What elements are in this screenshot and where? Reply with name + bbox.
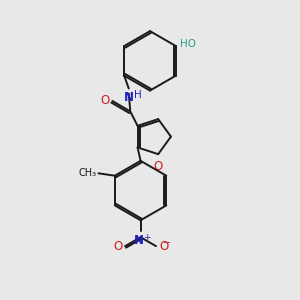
Text: O: O (100, 94, 110, 107)
Text: O: O (154, 160, 163, 172)
Text: CH₃: CH₃ (79, 168, 97, 178)
Text: −: − (163, 238, 171, 248)
Text: O: O (113, 240, 122, 253)
Text: O: O (159, 240, 168, 253)
Text: N: N (134, 234, 144, 247)
Text: H: H (134, 90, 142, 100)
Text: HO: HO (180, 40, 196, 50)
Text: N: N (124, 91, 134, 103)
Text: +: + (143, 233, 151, 242)
